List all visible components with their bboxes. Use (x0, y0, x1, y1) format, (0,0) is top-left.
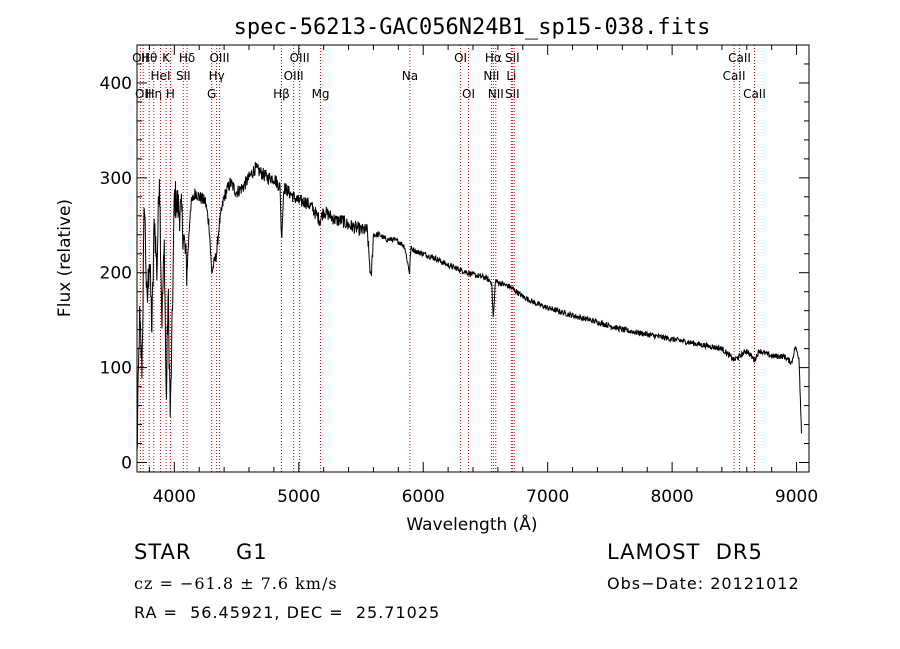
line-label: OII (132, 51, 149, 65)
line-label: SII (176, 69, 191, 83)
line-label: Hβ (273, 87, 290, 101)
line-label: Hα (485, 51, 502, 65)
observation-date: Obs−Date: 20121012 (607, 574, 800, 593)
redshift-value: cz = −61.8 ± 7.6 km/s (134, 574, 338, 593)
line-label: Hγ (209, 69, 225, 83)
line-label: CaII (743, 87, 766, 101)
line-label: SII (505, 87, 520, 101)
line-label: Hδ (179, 51, 195, 65)
chart-title: spec-56213-GAC056N24B1_sp15-038.fits (234, 15, 711, 40)
line-label: Na (402, 69, 418, 83)
emission-line-markers: OIIOIIHθHηHeIKHSIIHδGHγOIIIHβOIIIOIIIMgN… (132, 45, 766, 472)
object-class: STAR (134, 540, 192, 564)
line-label: K (162, 51, 171, 65)
y-tick-label: 200 (100, 264, 132, 284)
plot-frame (136, 44, 810, 473)
x-tick-label: 4000 (153, 487, 196, 507)
line-label: G (207, 87, 216, 101)
survey-name: LAMOST DR5 (607, 540, 763, 564)
x-tick-label: 7000 (526, 487, 569, 507)
x-tick-label: 8000 (650, 487, 693, 507)
line-label: OIII (209, 51, 229, 65)
y-tick-label: 400 (100, 74, 132, 94)
line-label: OIII (290, 51, 310, 65)
line-label: CaII (728, 51, 751, 65)
line-label: HeI (151, 69, 171, 83)
y-tick-label: 0 (121, 454, 132, 474)
line-label: SII (505, 51, 520, 65)
line-label: OII (135, 87, 152, 101)
axis-ticks: 4000 5000 6000 7000 8000 9000 0 100 200 300 400 (100, 45, 818, 507)
line-label: Hθ (141, 51, 157, 65)
line-label: NII (488, 87, 504, 101)
object-subclass: G1 (236, 540, 268, 564)
x-tick-label: 5000 (277, 487, 320, 507)
line-label: Hη (145, 87, 162, 101)
spectrum-line (136, 162, 802, 452)
line-label: Mg (312, 87, 330, 101)
x-axis-label: Wavelength (Å) (406, 513, 537, 535)
line-label: OIII (284, 69, 304, 83)
line-label: OI (462, 87, 475, 101)
y-axis-label: Flux (relative) (55, 199, 75, 317)
y-tick-label: 100 (100, 359, 132, 379)
line-label: OI (454, 51, 467, 65)
y-tick-label: 300 (100, 169, 132, 189)
x-tick-label: 9000 (775, 487, 818, 507)
line-label: NII (483, 69, 499, 83)
coordinates: RA = 56.45921, DEC = 25.71025 (134, 603, 441, 622)
line-label: H (166, 87, 175, 101)
x-tick-label: 6000 (402, 487, 445, 507)
line-label: Li (506, 69, 516, 83)
line-label: CaII (723, 69, 746, 83)
